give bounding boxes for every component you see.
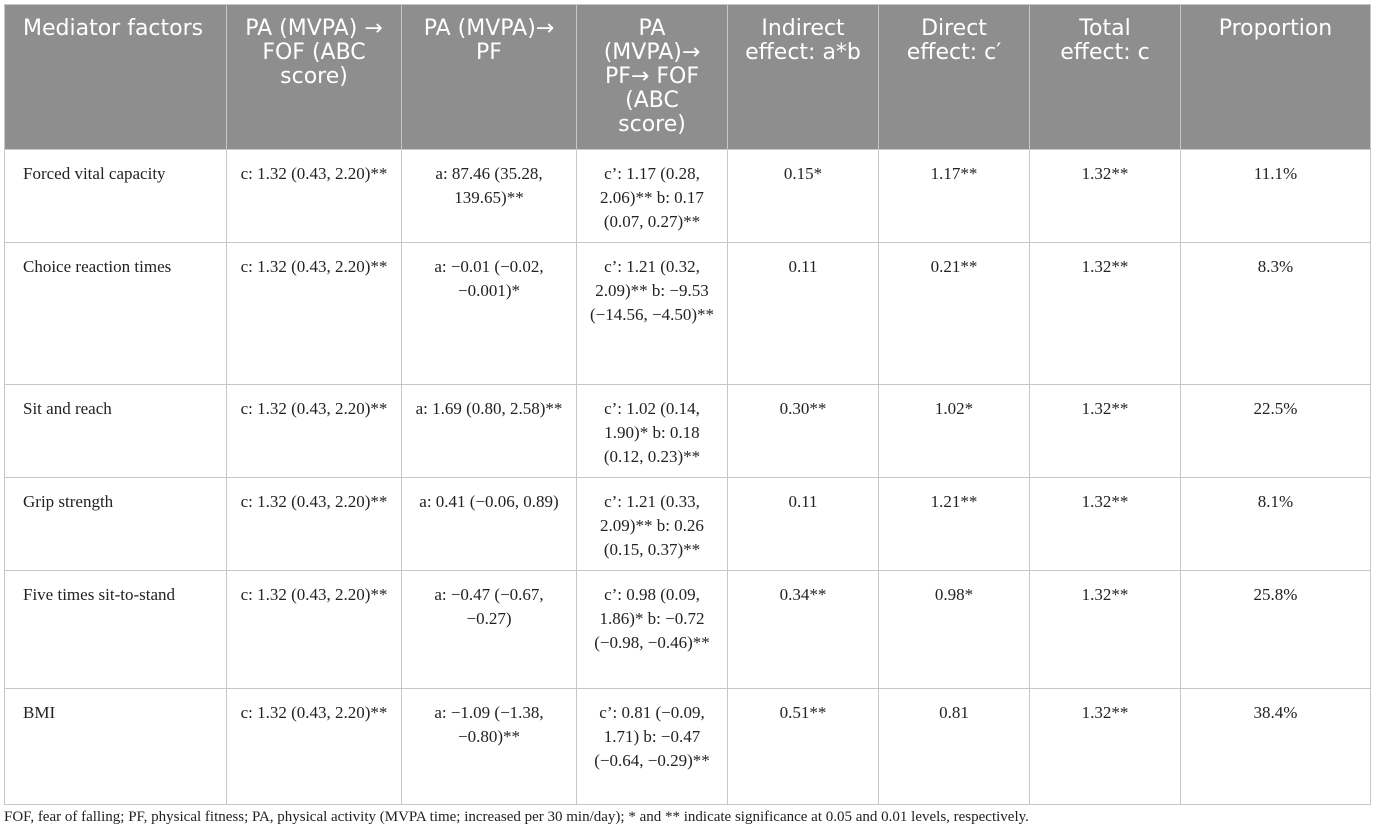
header-row: Mediator factors PA (MVPA) → FOF (ABC sc… — [4, 4, 1371, 150]
cell-proportion: 8.1% — [1180, 477, 1371, 571]
cell-pa-pf: a: −0.47 (−0.67, −0.27) — [401, 570, 577, 689]
cell-total: 1.32** — [1029, 477, 1181, 571]
cell-total: 1.32** — [1029, 149, 1181, 243]
header-mediator-factors: Mediator factors — [4, 4, 227, 150]
cell-pa-pf-fof: c’: 0.81 (−0.09, 1.71) b: −0.47 (−0.64, … — [576, 688, 728, 805]
cell-direct: 1.21** — [878, 477, 1030, 571]
header-pa-pf-fof: PA (MVPA)→ PF→ FOF (ABC score) — [576, 4, 728, 150]
cell-direct: 0.21** — [878, 242, 1030, 385]
header-direct-effect: Direct effect: c′ — [878, 4, 1030, 150]
cell-pa-pf-fof: c’: 1.02 (0.14, 1.90)* b: 0.18 (0.12, 0.… — [576, 384, 728, 478]
cell-direct: 1.02* — [878, 384, 1030, 478]
table-row: Five times sit-to-stand c: 1.32 (0.43, 2… — [4, 570, 1371, 689]
header-proportion: Proportion — [1180, 4, 1371, 150]
cell-pa-pf: a: −1.09 (−1.38, −0.80)** — [401, 688, 577, 805]
cell-mediator: Choice reaction times — [4, 242, 227, 385]
header-indirect-effect: Indirect effect: a*b — [727, 4, 879, 150]
cell-mediator: BMI — [4, 688, 227, 805]
cell-indirect: 0.11 — [727, 477, 879, 571]
cell-pa-pf-fof: c’: 1.21 (0.32, 2.09)** b: −9.53 (−14.56… — [576, 242, 728, 385]
header-total-effect: Total effect: c — [1029, 4, 1181, 150]
header-pa-pf: PA (MVPA)→ PF — [401, 4, 577, 150]
cell-direct: 1.17** — [878, 149, 1030, 243]
cell-mediator: Sit and reach — [4, 384, 227, 478]
table-body: Forced vital capacity c: 1.32 (0.43, 2.2… — [4, 149, 1371, 805]
table-header: Mediator factors PA (MVPA) → FOF (ABC sc… — [4, 4, 1371, 150]
cell-proportion: 11.1% — [1180, 149, 1371, 243]
cell-mediator: Five times sit-to-stand — [4, 570, 227, 689]
table-footnote: FOF, fear of falling; PF, physical fitne… — [4, 809, 1029, 825]
cell-total: 1.32** — [1029, 384, 1181, 478]
cell-total: 1.32** — [1029, 570, 1181, 689]
cell-pa-pf-fof: c’: 1.17 (0.28, 2.06)** b: 0.17 (0.07, 0… — [576, 149, 728, 243]
cell-indirect: 0.15* — [727, 149, 879, 243]
cell-pa-pf: a: 87.46 (35.28, 139.65)** — [401, 149, 577, 243]
cell-proportion: 8.3% — [1180, 242, 1371, 385]
cell-total: 1.32** — [1029, 242, 1181, 385]
mediation-table: Mediator factors PA (MVPA) → FOF (ABC sc… — [4, 4, 1371, 805]
cell-pa-fof: c: 1.32 (0.43, 2.20)** — [226, 570, 402, 689]
cell-proportion: 25.8% — [1180, 570, 1371, 689]
cell-indirect: 0.11 — [727, 242, 879, 385]
cell-pa-fof: c: 1.32 (0.43, 2.20)** — [226, 477, 402, 571]
cell-pa-pf: a: 1.69 (0.80, 2.58)** — [401, 384, 577, 478]
cell-pa-fof: c: 1.32 (0.43, 2.20)** — [226, 384, 402, 478]
table-row: Choice reaction times c: 1.32 (0.43, 2.2… — [4, 242, 1371, 385]
cell-indirect: 0.51** — [727, 688, 879, 805]
cell-pa-fof: c: 1.32 (0.43, 2.20)** — [226, 242, 402, 385]
cell-direct: 0.98* — [878, 570, 1030, 689]
cell-pa-fof: c: 1.32 (0.43, 2.20)** — [226, 688, 402, 805]
table-row: Sit and reach c: 1.32 (0.43, 2.20)** a: … — [4, 384, 1371, 478]
cell-pa-pf: a: −0.01 (−0.02, −0.001)* — [401, 242, 577, 385]
cell-pa-pf: a: 0.41 (−0.06, 0.89) — [401, 477, 577, 571]
cell-proportion: 38.4% — [1180, 688, 1371, 805]
header-pa-fof: PA (MVPA) → FOF (ABC score) — [226, 4, 402, 150]
cell-pa-pf-fof: c’: 1.21 (0.33, 2.09)** b: 0.26 (0.15, 0… — [576, 477, 728, 571]
cell-proportion: 22.5% — [1180, 384, 1371, 478]
cell-pa-pf-fof: c’: 0.98 (0.09, 1.86)* b: −0.72 (−0.98, … — [576, 570, 728, 689]
cell-direct: 0.81 — [878, 688, 1030, 805]
cell-indirect: 0.34** — [727, 570, 879, 689]
cell-mediator: Forced vital capacity — [4, 149, 227, 243]
table-row: Forced vital capacity c: 1.32 (0.43, 2.2… — [4, 149, 1371, 243]
cell-mediator: Grip strength — [4, 477, 227, 571]
table-row: Grip strength c: 1.32 (0.43, 2.20)** a: … — [4, 477, 1371, 571]
table-row: BMI c: 1.32 (0.43, 2.20)** a: −1.09 (−1.… — [4, 688, 1371, 805]
cell-pa-fof: c: 1.32 (0.43, 2.20)** — [226, 149, 402, 243]
cell-total: 1.32** — [1029, 688, 1181, 805]
cell-indirect: 0.30** — [727, 384, 879, 478]
